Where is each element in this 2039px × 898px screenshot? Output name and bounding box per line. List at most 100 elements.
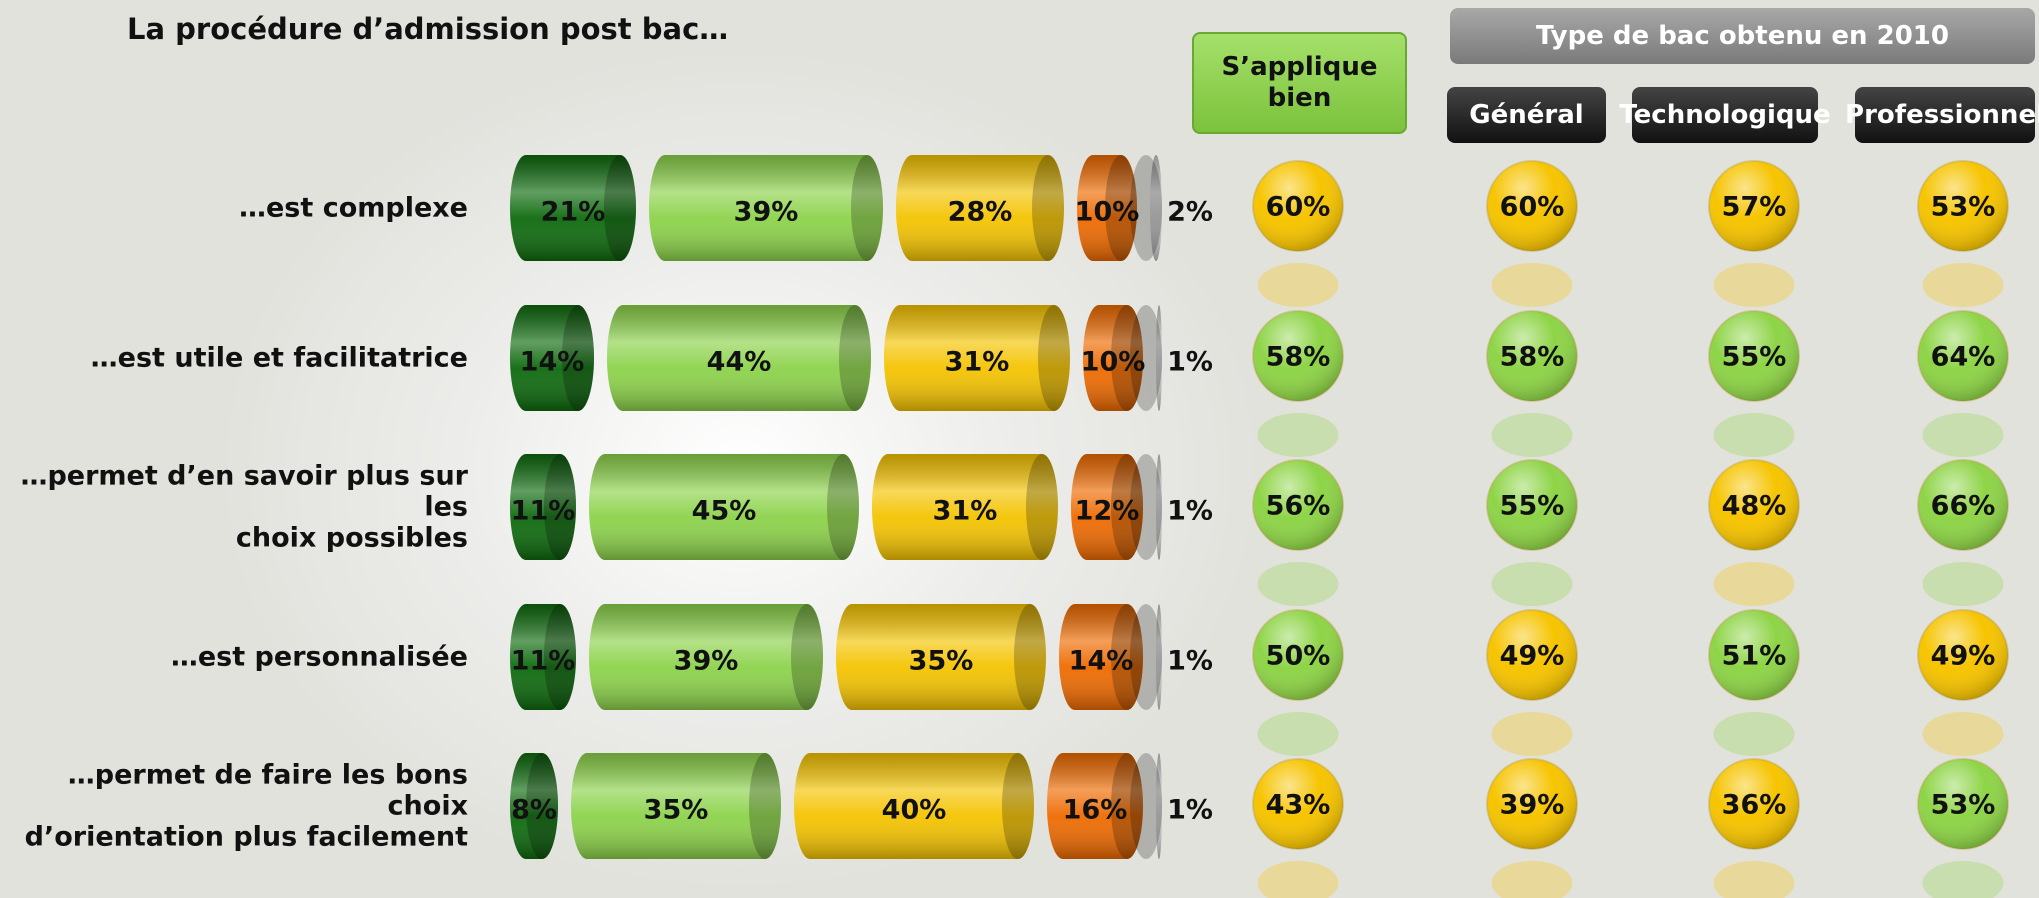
bubble-reflection	[1491, 712, 1573, 756]
bubble-gloss	[1918, 610, 2008, 700]
bubble-reflection	[1257, 712, 1339, 756]
bubble-label: 58%	[1266, 342, 1331, 373]
column-header: Professionnel	[1845, 87, 2039, 143]
bar-shade	[510, 305, 594, 411]
bubble-label: 48%	[1722, 491, 1787, 522]
bubble-gloss	[1487, 311, 1577, 401]
bar-label: 39%	[674, 646, 739, 677]
bar-label: 1%	[1167, 795, 1213, 826]
bar-cap	[1130, 753, 1162, 859]
bubble-reflection	[1257, 861, 1339, 898]
bubble-gloss	[1487, 610, 1577, 700]
bar-label: 31%	[945, 347, 1010, 378]
bubble-label: 43%	[1266, 790, 1331, 821]
bar-cap	[1105, 155, 1137, 261]
bar-cap	[1111, 604, 1143, 710]
row-label: …est personnalisée	[170, 641, 468, 673]
bubble-label: 49%	[1931, 641, 1996, 672]
summary-header: S’applique bien	[1192, 32, 1407, 134]
bar-shade	[1059, 604, 1143, 710]
bubble-gloss	[1253, 610, 1343, 700]
bubble-gloss	[1709, 161, 1799, 251]
bubble-label: 57%	[1722, 192, 1787, 223]
bubble-gloss	[1253, 759, 1343, 849]
column-header: Technologique	[1619, 87, 1831, 143]
bubble-gloss	[1253, 311, 1343, 401]
bar-cap	[1130, 454, 1162, 560]
bar-cap	[544, 604, 576, 710]
bar-cap	[1002, 753, 1034, 859]
bar-shade	[1156, 305, 1162, 411]
bar-label: 44%	[707, 347, 772, 378]
bar-cap	[1014, 604, 1046, 710]
bubble-label: 55%	[1500, 491, 1565, 522]
bubble-label: 66%	[1931, 491, 1996, 522]
bar-label: 21%	[541, 197, 606, 228]
bar-label: 14%	[520, 347, 585, 378]
bar-shade	[510, 753, 558, 859]
bar-cap	[827, 454, 859, 560]
bubble-reflection	[1713, 413, 1795, 457]
column-header: Général	[1447, 87, 1606, 143]
bar-label: 28%	[948, 197, 1013, 228]
bubble-gloss	[1918, 161, 2008, 251]
bar-shade	[1156, 604, 1162, 710]
bubble-gloss	[1487, 460, 1577, 550]
row-label: …permet d’en savoir plus sur les choix p…	[20, 460, 468, 554]
bar-shade	[571, 753, 781, 859]
bar-cap	[526, 753, 558, 859]
bar-label: 40%	[882, 795, 947, 826]
row-label: …est complexe	[239, 192, 468, 224]
bubble-label: 55%	[1722, 342, 1787, 373]
bubble-gloss	[1709, 460, 1799, 550]
bar-cap	[1111, 454, 1143, 560]
bar-shade	[649, 155, 883, 261]
bar-label: 11%	[511, 646, 576, 677]
bar-label: 16%	[1063, 795, 1128, 826]
bar-shade	[589, 454, 859, 560]
bubble-label: 56%	[1266, 491, 1331, 522]
bar-cap	[1038, 305, 1070, 411]
bar-cap	[1111, 305, 1143, 411]
bar-label: 1%	[1167, 496, 1213, 527]
bubble-gloss	[1253, 460, 1343, 550]
bubble-label: 53%	[1931, 790, 1996, 821]
row-label: …est utile et facilitatrice	[90, 342, 468, 374]
bubble-reflection	[1922, 562, 2004, 606]
bar-cap	[839, 305, 871, 411]
bubble-label: 53%	[1931, 192, 1996, 223]
bar-shade	[510, 454, 576, 560]
group-header: Type de bac obtenu en 2010	[1450, 8, 2035, 64]
bar-shade	[872, 454, 1058, 560]
bubble-reflection	[1713, 861, 1795, 898]
bar-cap	[1130, 305, 1162, 411]
bar-shade	[794, 753, 1034, 859]
bar-cap	[1111, 753, 1143, 859]
bubble-label: 60%	[1500, 192, 1565, 223]
bubble-reflection	[1922, 263, 2004, 307]
bubble-reflection	[1257, 562, 1339, 606]
bar-label: 8%	[511, 795, 557, 826]
bar-cap	[544, 454, 576, 560]
bar-label: 10%	[1081, 347, 1146, 378]
bar-shade	[884, 305, 1070, 411]
bar-shade	[607, 305, 871, 411]
bar-label: 35%	[909, 646, 974, 677]
bubble-gloss	[1253, 161, 1343, 251]
bar-label: 31%	[933, 496, 998, 527]
bar-cap	[1130, 604, 1162, 710]
bubble-reflection	[1922, 861, 2004, 898]
bar-shade	[589, 604, 823, 710]
bar-shade	[1083, 305, 1143, 411]
bubble-label: 60%	[1266, 192, 1331, 223]
bubble-gloss	[1918, 759, 2008, 849]
bar-shade	[1150, 155, 1162, 261]
bar-label: 1%	[1167, 347, 1213, 378]
bar-cap	[749, 753, 781, 859]
bubble-gloss	[1709, 759, 1799, 849]
bar-label: 10%	[1075, 197, 1140, 228]
bar-label: 1%	[1167, 646, 1213, 677]
bar-label: 35%	[644, 795, 709, 826]
